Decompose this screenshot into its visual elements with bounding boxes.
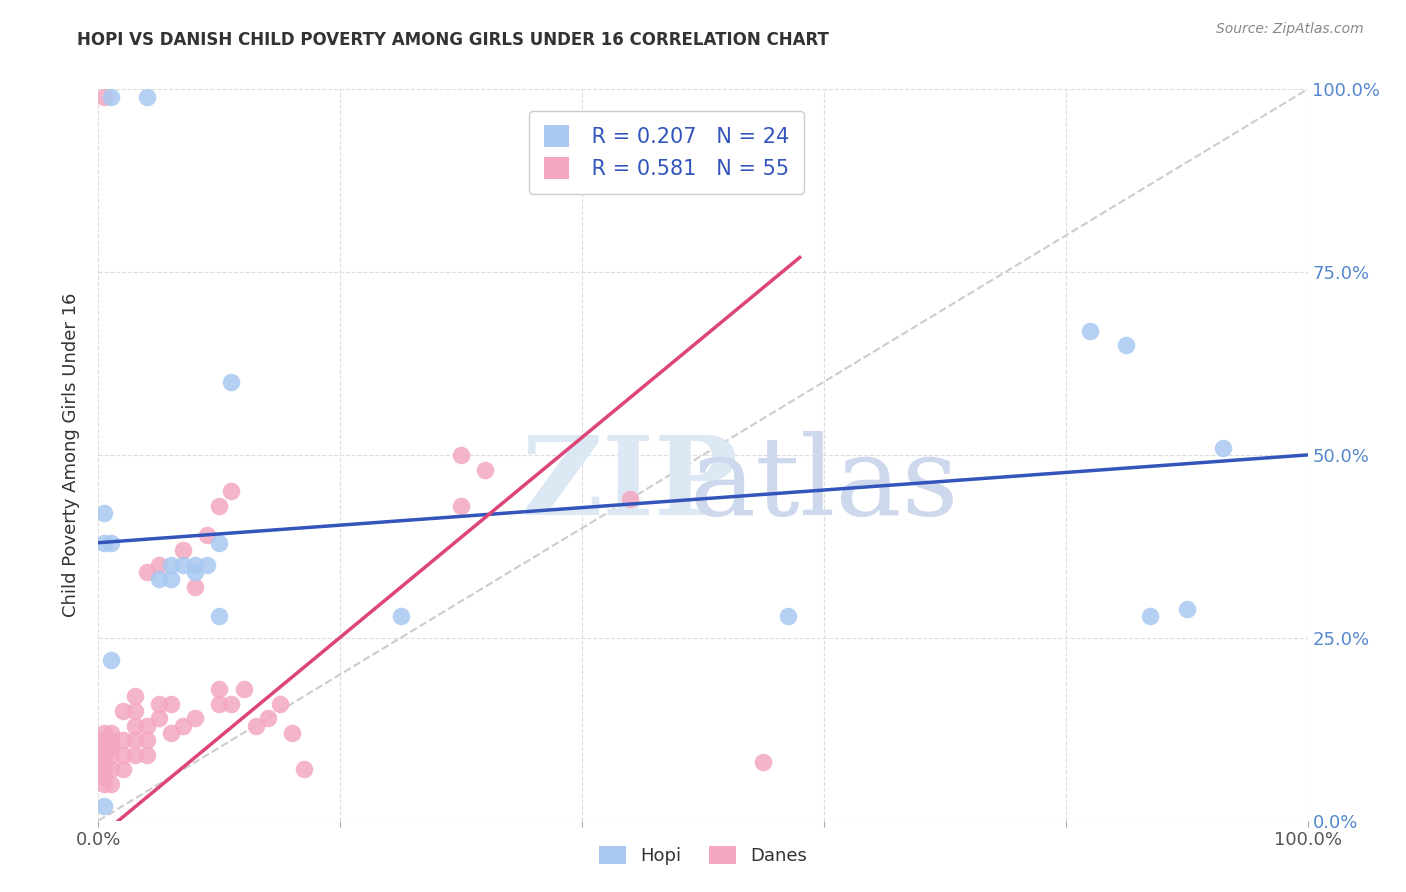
Point (93, 755, 115, 769)
Point (256, 711, 278, 725)
Point (93, 89, 115, 103)
Point (100, 89, 122, 103)
Point (93, 507, 115, 521)
Point (195, 558, 218, 572)
Point (245, 718, 267, 732)
Point (221, 375, 243, 389)
Point (135, 747, 157, 762)
Point (100, 653, 122, 667)
Point (100, 740, 122, 755)
Point (93, 726, 115, 740)
Point (124, 690, 146, 704)
Point (1139, 608, 1161, 623)
Point (208, 608, 231, 623)
Point (93, 535, 115, 549)
Text: HOPI VS DANISH CHILD POVERTY AMONG GIRLS UNDER 16 CORRELATION CHART: HOPI VS DANISH CHILD POVERTY AMONG GIRLS… (77, 31, 830, 49)
Y-axis label: Child Poverty Among Girls Under 16: Child Poverty Among Girls Under 16 (62, 293, 80, 617)
Point (232, 681, 254, 696)
Point (752, 755, 775, 769)
Point (619, 491, 641, 506)
Point (172, 543, 194, 558)
Point (124, 704, 146, 718)
Point (184, 580, 207, 594)
Point (135, 565, 157, 579)
Point (195, 528, 218, 542)
Point (93, 747, 115, 762)
Point (93, 770, 115, 784)
Point (100, 733, 122, 747)
Point (148, 697, 170, 711)
Point (160, 572, 183, 586)
Point (111, 733, 134, 747)
Point (1078, 324, 1101, 338)
Point (184, 565, 207, 579)
Point (100, 535, 122, 549)
Point (124, 718, 146, 732)
Point (450, 448, 472, 462)
Point (93, 799, 115, 814)
Point (208, 499, 231, 513)
Point (221, 697, 243, 711)
Point (160, 558, 183, 572)
Point (93, 740, 115, 755)
Point (172, 718, 194, 732)
Point (93, 763, 115, 777)
Point (111, 747, 134, 762)
Point (93, 733, 115, 747)
Point (111, 763, 134, 777)
Point (450, 499, 472, 513)
Point (172, 558, 194, 572)
Point (160, 697, 183, 711)
Point (148, 572, 170, 586)
Point (100, 747, 122, 762)
Point (1212, 441, 1234, 455)
Point (221, 484, 243, 499)
Point (93, 777, 115, 791)
Point (135, 718, 157, 732)
Point (776, 608, 799, 623)
Point (100, 777, 122, 791)
Text: atlas: atlas (689, 431, 959, 538)
Point (1175, 601, 1198, 615)
Point (208, 681, 231, 696)
Point (100, 763, 122, 777)
Point (269, 697, 291, 711)
Point (292, 763, 315, 777)
Point (135, 89, 157, 103)
Point (93, 733, 115, 747)
Point (474, 462, 496, 476)
Legend: Hopi, Danes: Hopi, Danes (591, 837, 815, 874)
Point (100, 726, 122, 740)
Text: Source: ZipAtlas.com: Source: ZipAtlas.com (1216, 22, 1364, 37)
Point (124, 733, 146, 747)
Text: ZIP: ZIP (522, 431, 738, 538)
Point (281, 726, 304, 740)
Point (208, 697, 231, 711)
Legend:  R = 0.207   N = 24,  R = 0.581   N = 55: R = 0.207 N = 24, R = 0.581 N = 55 (529, 111, 804, 194)
Point (148, 558, 170, 572)
Point (111, 704, 134, 718)
Point (184, 711, 207, 725)
Point (1115, 338, 1137, 352)
Point (124, 747, 146, 762)
Point (160, 726, 183, 740)
Point (148, 711, 170, 725)
Point (389, 608, 412, 623)
Point (184, 558, 207, 572)
Point (208, 535, 231, 549)
Point (135, 733, 157, 747)
